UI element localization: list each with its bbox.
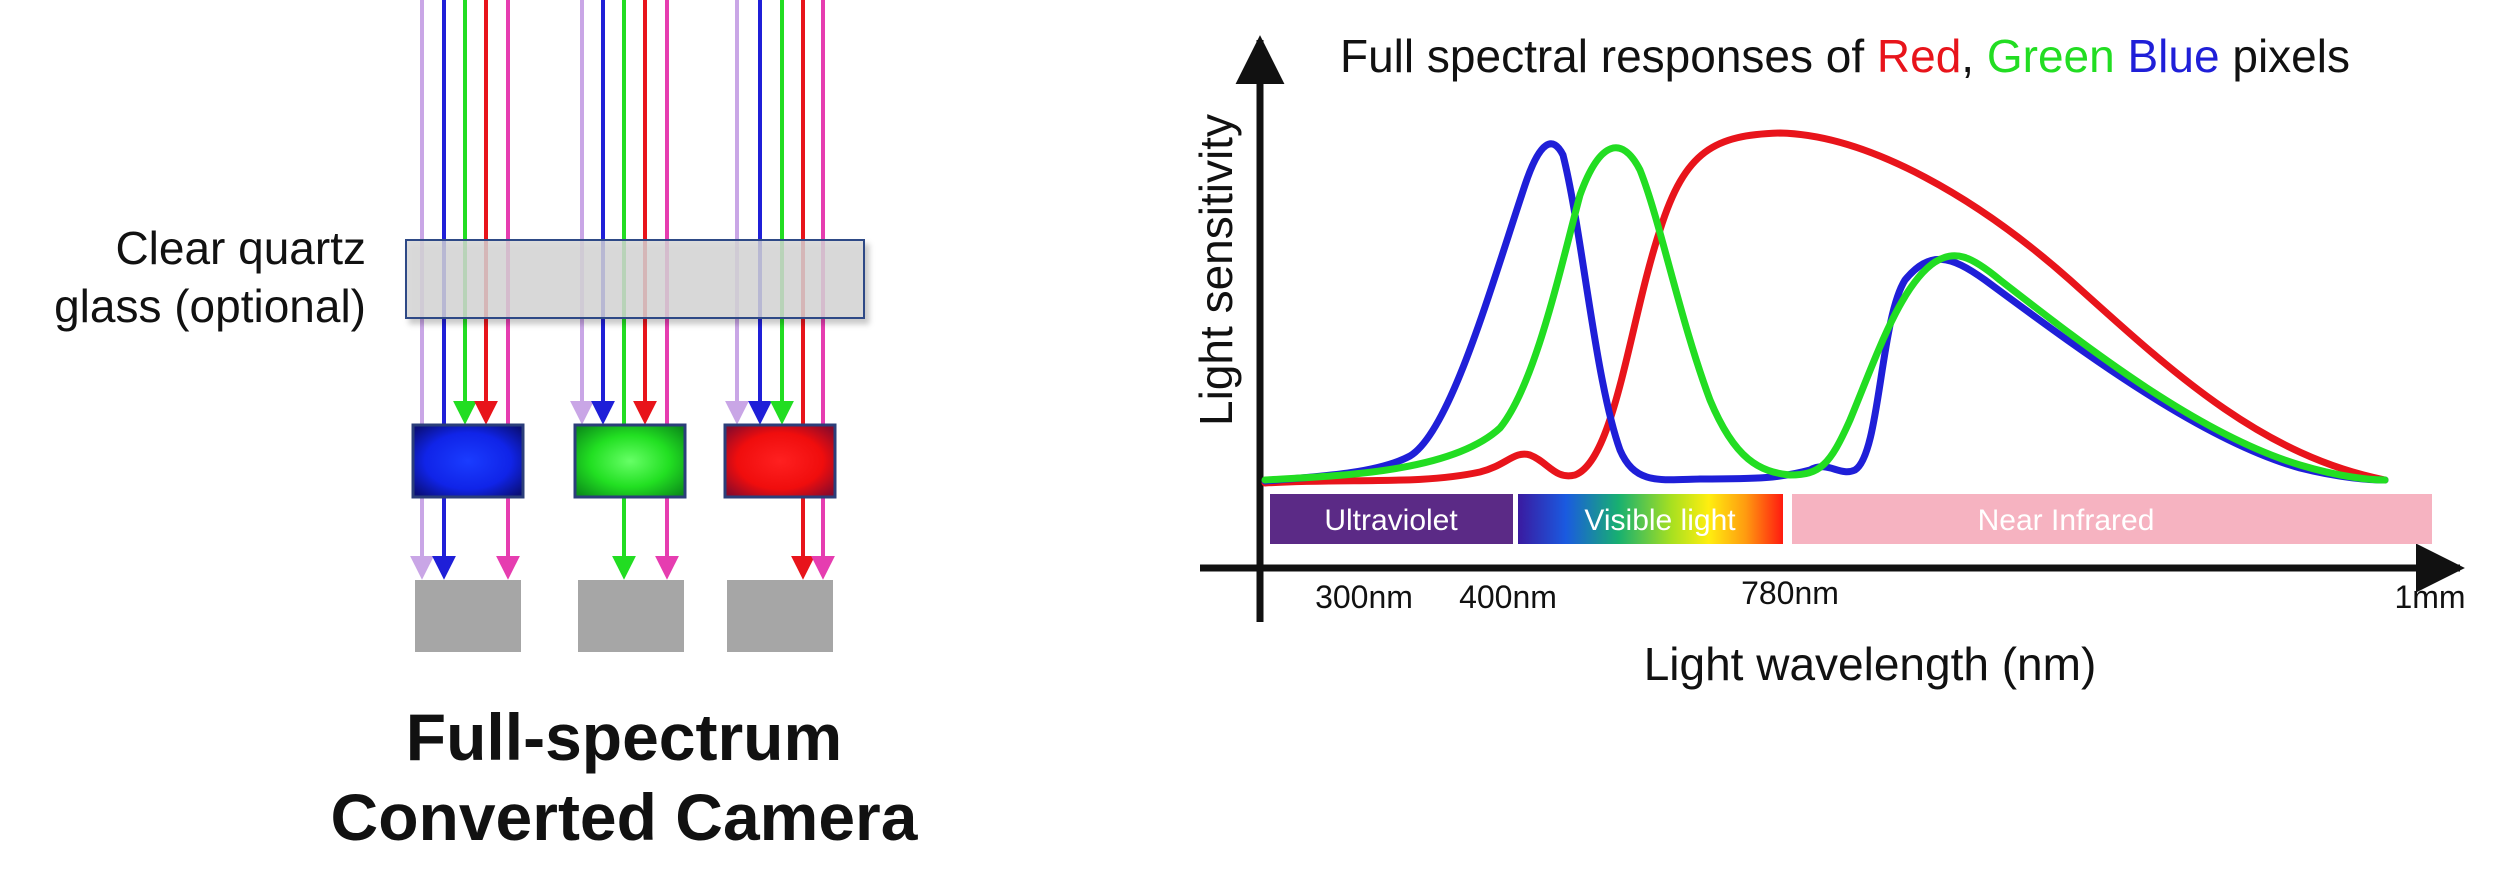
green-pixel-filter xyxy=(573,423,687,499)
chart-title-red-word: Red xyxy=(1877,30,1961,82)
spectral-response-chart: Full spectral responses of Red, Green Bl… xyxy=(1190,30,2466,690)
chart-title-comma: , xyxy=(1961,30,1987,82)
x-tick-780nm: 780nm xyxy=(1741,575,1839,611)
x-tick-400nm: 400nm xyxy=(1459,579,1557,615)
sensor-block-2 xyxy=(578,580,684,652)
y-axis-label: Light sensitivity xyxy=(1190,114,1242,426)
ultraviolet-band xyxy=(1270,494,1513,544)
glass-label-line1: Clear quartz xyxy=(115,222,366,274)
chart-title-suffix: pixels xyxy=(2220,30,2350,82)
left-camera-diagram: Clear quartz glass (optional) Full-spect… xyxy=(54,0,919,854)
blue-response-curve xyxy=(1261,140,2389,485)
visible-band-label: Visible light xyxy=(1584,504,1736,537)
glass-label-line2: glass (optional) xyxy=(54,280,366,332)
green-response-curve xyxy=(1261,144,2389,484)
camera-title-line2: Converted Camera xyxy=(331,780,919,854)
x-axis-label: Light wavelength (nm) xyxy=(1644,638,2097,690)
x-tick-300nm: 300nm xyxy=(1315,579,1413,615)
chart-title-space xyxy=(2115,30,2128,82)
visible-band xyxy=(1518,494,1783,544)
camera-title-line1: Full-spectrum xyxy=(406,700,842,774)
ultraviolet-band-label: Ultraviolet xyxy=(1324,504,1458,537)
chart-title-prefix: Full spectral responses of xyxy=(1340,30,1877,82)
near-infrared-band-label: Near Infrared xyxy=(1978,504,2155,537)
near-infrared-band xyxy=(1792,494,2432,544)
x-tick-1mm: 1mm xyxy=(2394,579,2465,615)
quartz-glass-plate xyxy=(405,239,865,319)
chart-title: Full spectral responses of Red, Green Bl… xyxy=(1340,30,2350,82)
chart-title-blue-word: Blue xyxy=(2128,30,2220,82)
blue-pixel-filter xyxy=(411,423,525,499)
sensor-block-3 xyxy=(727,580,833,652)
red-response-curve xyxy=(1261,129,2389,487)
red-pixel-filter xyxy=(723,423,837,499)
chart-title-green-word: Green xyxy=(1987,30,2115,82)
sensor-block-1 xyxy=(415,580,521,652)
